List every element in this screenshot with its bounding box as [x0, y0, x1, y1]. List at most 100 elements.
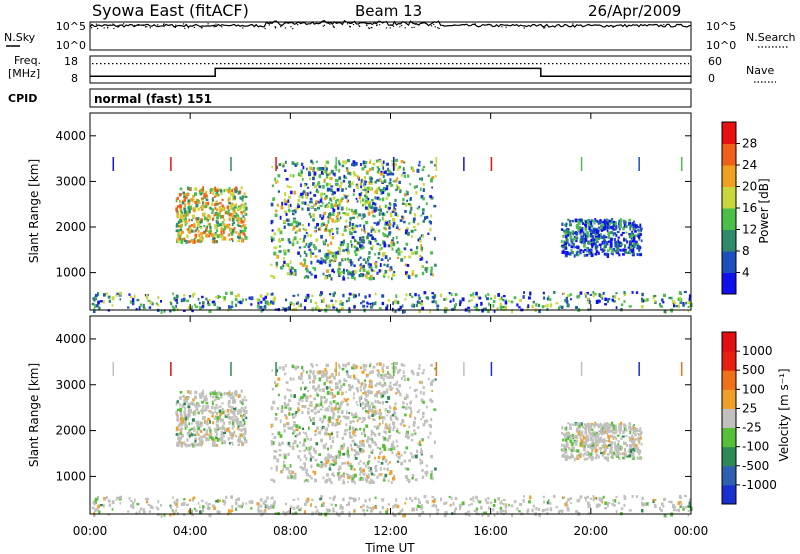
velocity-cell — [237, 418, 240, 422]
power-cell — [429, 309, 431, 314]
velocity-cell — [283, 429, 286, 433]
velocity-cell — [328, 463, 331, 467]
velocity-cell — [303, 479, 306, 483]
power-cell — [244, 233, 246, 238]
velocity-cell — [335, 403, 337, 408]
power-cell — [600, 224, 602, 227]
power-cell — [341, 233, 345, 237]
power-cell — [562, 249, 565, 254]
power-cell — [365, 190, 368, 195]
nsearch-label: N.Search — [746, 31, 796, 44]
velocity-cell — [241, 433, 245, 436]
velocity-cell — [684, 505, 688, 509]
velocity-cell — [612, 456, 614, 460]
velocity-cell — [176, 418, 179, 422]
power-cell — [360, 185, 363, 189]
velocity-cell — [285, 466, 288, 471]
velocity-cell — [319, 417, 322, 422]
power-cell — [376, 271, 379, 275]
power-cell — [244, 213, 248, 216]
velocity-cell — [363, 428, 366, 432]
velocity-cell — [385, 390, 389, 394]
velocity-cell — [275, 467, 278, 472]
velocity-cell — [413, 388, 416, 393]
power-cell — [499, 298, 502, 301]
power-cell — [268, 302, 272, 306]
velocity-cell — [332, 436, 334, 439]
velocity-cell — [564, 445, 567, 449]
power-cell — [382, 274, 386, 278]
power-cell — [202, 201, 204, 205]
power-cell — [332, 212, 335, 216]
velocity-cell — [142, 507, 145, 512]
velocity-cell — [478, 500, 482, 504]
power-cell — [370, 268, 374, 272]
power-cell — [284, 201, 288, 206]
power-cell — [281, 201, 284, 206]
power-cell — [201, 205, 204, 209]
velocity-cell — [305, 395, 308, 400]
power-cell — [180, 240, 184, 244]
nsky-dot — [399, 26, 401, 28]
nsky-dot — [438, 27, 440, 29]
nsky-dot — [183, 23, 185, 25]
velocity-cell — [364, 379, 366, 382]
velocity-cell — [227, 393, 231, 397]
velocity-cell — [179, 390, 183, 394]
velocity-cell — [272, 400, 276, 405]
velocity-cell — [328, 477, 331, 481]
velocity-cell — [222, 433, 225, 438]
power-cell — [241, 211, 243, 215]
power-cell — [349, 261, 353, 264]
power-cell — [625, 231, 628, 234]
velocity-cell — [470, 503, 473, 506]
power-cell — [484, 307, 487, 311]
velocity-cell — [175, 410, 178, 415]
velocity-cell — [443, 502, 446, 505]
velocity-cell — [364, 392, 367, 395]
velocity-cell — [429, 398, 433, 402]
velocity-cell — [436, 508, 440, 512]
velocity-cell — [185, 416, 188, 421]
power-cell — [294, 231, 297, 234]
velocity-cell — [178, 396, 182, 400]
velocity-cell — [619, 452, 622, 456]
power-cell — [223, 218, 225, 222]
velocity-cell — [399, 369, 402, 372]
power-cell — [181, 230, 184, 234]
velocity-cell — [628, 436, 631, 439]
colorbar-segment — [722, 229, 736, 252]
power-cell — [187, 193, 190, 196]
velocity-cell — [597, 437, 601, 442]
velocity-cell — [594, 456, 598, 460]
power-cell — [395, 188, 398, 192]
power-cell — [334, 255, 338, 259]
power-cell — [603, 252, 606, 256]
power-cell — [678, 304, 680, 309]
velocity-cell — [582, 434, 585, 439]
power-cell — [434, 263, 437, 267]
power-cell — [383, 272, 386, 276]
velocity-cell — [591, 438, 594, 443]
velocity-cell — [586, 435, 590, 440]
velocity-cell — [577, 431, 580, 436]
power-cell — [417, 301, 421, 305]
velocity-cell — [577, 425, 580, 428]
nsky-dot — [404, 27, 406, 29]
velocity-cell — [209, 410, 212, 414]
velocity-cell — [380, 416, 383, 419]
velocity-cell — [391, 443, 394, 446]
velocity-cell — [256, 502, 260, 506]
power-cell — [240, 197, 243, 201]
power-cell — [215, 296, 219, 299]
power-cell — [328, 263, 332, 267]
velocity-cell — [214, 430, 218, 433]
velocity-cell — [633, 448, 636, 452]
power-cell — [368, 251, 371, 255]
velocity-cell — [361, 370, 365, 374]
power-cell — [209, 190, 212, 194]
velocity-cell — [416, 372, 420, 376]
velocity-cell — [570, 449, 574, 452]
power-cell — [402, 167, 405, 171]
